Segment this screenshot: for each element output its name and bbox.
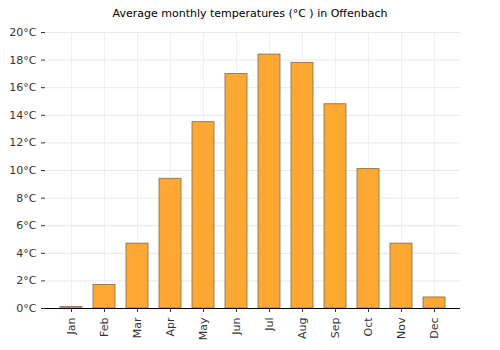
svg-text:4°C: 4°C [16,247,36,260]
svg-text:14°C: 14°C [9,109,36,122]
html-text:Average monthly temperatures (: Average monthly temperatures (°C ) in Of… [112,7,388,20]
svg-text:12°C: 12°C [9,136,36,149]
svg-text:6°C: 6°C [16,219,36,232]
svg-text:16°C: 16°C [9,81,36,94]
svg-text:18°C: 18°C [9,54,36,67]
svg-text:Dec: Dec [428,318,441,339]
svg-text:Feb: Feb [98,317,111,336]
svg-text:10°C: 10°C [9,164,36,177]
svg-text:Jan: Jan [65,317,78,335]
svg-text:Aug: Aug [296,318,309,339]
svg-text:May: May [197,317,210,340]
svg-text:8°C: 8°C [16,192,36,205]
svg-text:2°C: 2°C [16,274,36,287]
svg-text:Apr: Apr [164,317,177,337]
svg-text:Sep: Sep [329,317,342,338]
svg-text:Oct: Oct [362,317,375,337]
svg-text:0°C: 0°C [16,302,36,315]
svg-text:Mar: Mar [131,317,144,338]
svg-text:20°C: 20°C [9,26,36,39]
svg-text:Jun: Jun [230,317,243,335]
svg-text:Nov: Nov [395,317,408,339]
svg-text:Jul: Jul [263,318,276,332]
